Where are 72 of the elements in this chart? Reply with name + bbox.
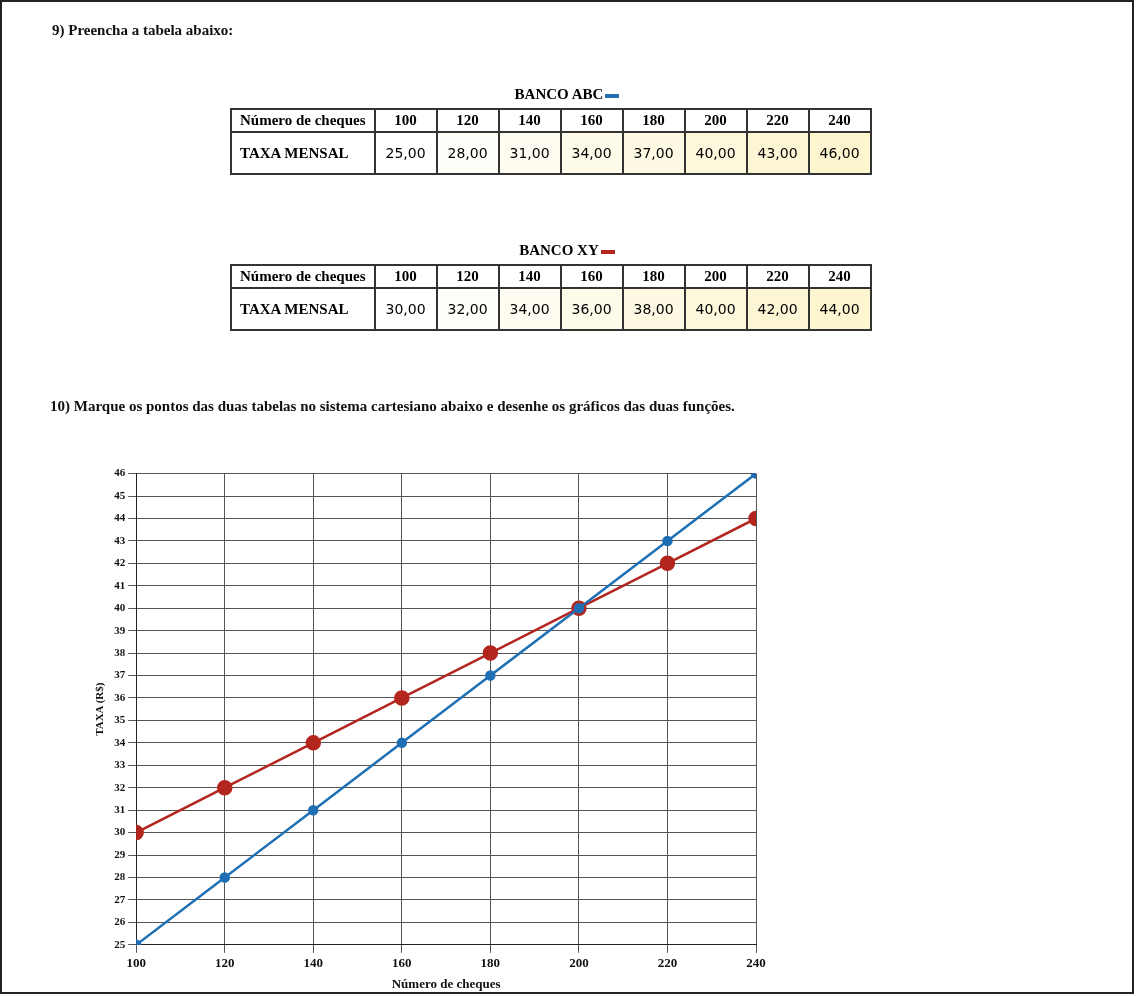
x-tick-label: 140	[498, 265, 561, 288]
x-tick-label: 160	[560, 265, 623, 288]
y-tick-label: 34	[114, 735, 126, 748]
data-label: 32,00	[436, 288, 499, 330]
data-label: 38,00	[622, 288, 685, 330]
data-label: 31,00	[498, 132, 561, 174]
x-tick-label: 220	[657, 954, 678, 970]
y-tick-label: 36	[114, 690, 126, 703]
x-tick-label: 220	[746, 109, 809, 132]
x-tick-label: 240	[808, 265, 871, 288]
x-tick-label: 160	[392, 954, 412, 970]
x-tick-label: 120	[436, 109, 499, 132]
y-tick-label: 41	[114, 578, 126, 591]
x-tick-label: 180	[622, 109, 685, 132]
y-tick-label: 25	[114, 937, 126, 950]
chart-title: 10) Marque os pontos das duas tabelas no sistema cartesiano abaixo e desenhe os gráficos das duas funções.	[50, 398, 735, 415]
y-tick-label: 30	[114, 825, 126, 838]
data-label: 44,00	[808, 288, 871, 330]
x-tick-label: 100	[374, 109, 437, 132]
x-tick-label: 200	[569, 954, 589, 970]
y-tick-label: 28	[114, 870, 126, 883]
data-label: 36,00	[560, 288, 623, 330]
y-tick-label: TAXA MENSAL	[231, 132, 375, 174]
y-tick-label: 40	[114, 601, 126, 614]
x-tick-label: 140	[303, 954, 324, 970]
y-tick-label: 33	[114, 758, 126, 771]
y-tick-label: 42	[114, 556, 126, 569]
y-tick-label: 39	[114, 623, 126, 636]
data-label: 40,00	[684, 132, 747, 174]
data-label: 34,00	[498, 288, 561, 330]
y-tick-label: 44	[114, 511, 126, 524]
x-axis-title: Número de cheques	[231, 265, 375, 288]
y-tick-label: 31	[114, 803, 126, 816]
x-tick-label: 100	[374, 265, 437, 288]
x-tick-label: 200	[684, 109, 747, 132]
y-tick-label: 45	[114, 488, 126, 501]
data-label: 37,00	[622, 132, 685, 174]
y-tick-label: 27	[114, 892, 126, 905]
x-axis-title: Número de cheques	[391, 975, 501, 991]
y-tick-label: 35	[114, 713, 126, 726]
x-tick-label: 220	[746, 265, 809, 288]
y-tick-label: 32	[114, 780, 126, 793]
text: 9) Preencha a tabela abaixo:	[52, 22, 234, 39]
y-axis-title: TAXA (R$)	[93, 682, 107, 736]
y-tick-label: TAXA MENSAL	[231, 288, 375, 330]
x-tick-label: 160	[560, 109, 623, 132]
x-tick-label: 100	[126, 954, 146, 970]
y-tick-label: 38	[114, 645, 126, 658]
y-tick-label: 29	[114, 847, 126, 860]
data-label: 30,00	[374, 288, 437, 330]
x-tick-label: 120	[436, 265, 499, 288]
x-tick-label: 200	[684, 265, 747, 288]
data-label: 40,00	[684, 288, 747, 330]
y-tick-label: 46	[114, 466, 126, 479]
data-label: 34,00	[560, 132, 623, 174]
data-label: 25,00	[374, 132, 437, 174]
legend-label: BANCO ABC	[514, 86, 604, 102]
data-label: 46,00	[808, 132, 871, 174]
x-tick-label: 240	[746, 954, 766, 970]
x-tick-label: 180	[480, 954, 501, 970]
data-label: 43,00	[746, 132, 809, 174]
y-tick-label: 26	[114, 915, 126, 928]
y-tick-label: 43	[114, 533, 126, 546]
y-tick-label: 37	[114, 668, 126, 681]
x-tick-label: 120	[214, 954, 235, 970]
x-tick-label: 140	[498, 109, 561, 132]
x-tick-label: 240	[808, 109, 871, 132]
x-axis-title: Número de cheques	[231, 109, 375, 132]
x-tick-label: 180	[622, 265, 685, 288]
legend-label: BANCO XY	[519, 242, 599, 258]
data-label: 42,00	[746, 288, 809, 330]
data-label: 28,00	[436, 132, 499, 174]
